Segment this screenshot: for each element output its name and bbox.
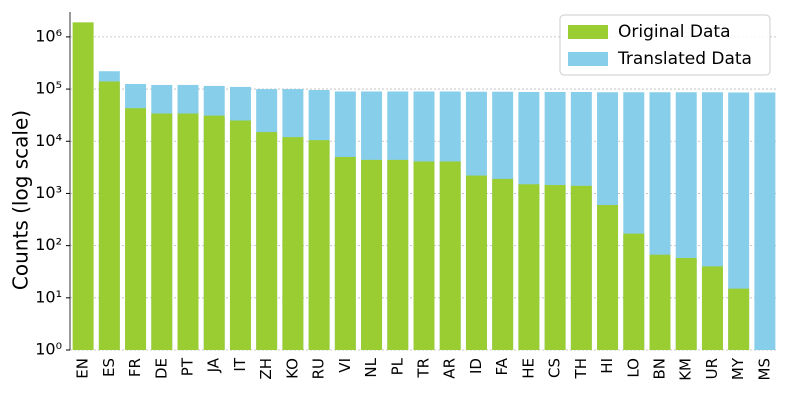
- bar: [649, 254, 671, 350]
- y-tick-label: 10³: [35, 183, 62, 202]
- legend-label: Translated Data: [617, 49, 752, 69]
- x-tick-label: ZH: [257, 358, 275, 380]
- bar: [754, 92, 776, 351]
- x-tick-label: MY: [729, 357, 747, 380]
- bar: [675, 257, 697, 350]
- x-tick-label: PT: [179, 357, 197, 376]
- bar: [256, 132, 278, 350]
- x-tick-label: HE: [519, 358, 537, 379]
- x-tick-label: FR: [126, 358, 144, 377]
- x-tick-label: IT: [231, 357, 249, 371]
- x-tick-label: RU: [310, 358, 328, 379]
- x-tick-label: ID: [467, 358, 485, 374]
- legend-label: Original Data: [618, 22, 731, 42]
- x-tick-label: PL: [388, 357, 406, 375]
- x-tick-label: LO: [624, 358, 642, 378]
- bar: [334, 156, 356, 350]
- y-tick-label: 10⁵: [35, 79, 62, 98]
- y-axis-label: Counts (log scale): [9, 110, 33, 290]
- legend-box: [559, 14, 771, 76]
- bar: [413, 161, 435, 350]
- bar: [361, 159, 383, 350]
- x-tick-label: FA: [493, 357, 511, 375]
- x-tick-label: KM: [677, 358, 695, 381]
- legend-swatch: [568, 52, 608, 66]
- x-tick-label: EN: [74, 358, 92, 379]
- bar: [728, 92, 750, 351]
- bar: [492, 178, 514, 350]
- bar: [597, 205, 619, 350]
- y-tick-label: 10¹: [35, 287, 62, 306]
- bar: [518, 184, 540, 350]
- x-tick-label: AR: [441, 358, 459, 379]
- bar: [387, 159, 409, 350]
- bar: [282, 137, 304, 350]
- x-tick-label: TH: [572, 358, 590, 379]
- legend-swatch: [568, 25, 608, 39]
- bar: [229, 120, 251, 350]
- bar: [544, 185, 566, 350]
- bar: [465, 175, 487, 350]
- bar: [98, 81, 120, 350]
- bar: [570, 185, 592, 350]
- x-tick-label: NL: [362, 357, 380, 377]
- x-tick-label: KO: [283, 358, 301, 379]
- bar: [203, 115, 225, 350]
- x-tick-label: DE: [152, 358, 170, 379]
- bar: [623, 233, 645, 350]
- bar: [177, 113, 199, 351]
- bar: [151, 113, 173, 351]
- x-tick-label: CS: [546, 358, 564, 378]
- bar: [728, 288, 750, 350]
- x-tick-label: ES: [100, 358, 118, 377]
- y-tick-label: 10²: [35, 235, 62, 254]
- bar: [308, 140, 330, 350]
- y-tick-label: 10⁶: [35, 26, 62, 45]
- x-tick-label: MS: [755, 358, 773, 380]
- x-tick-label: HI: [598, 358, 616, 374]
- bar: [439, 161, 461, 350]
- bar: [701, 266, 723, 350]
- x-tick-label: JA: [205, 357, 223, 373]
- bar: [72, 22, 94, 350]
- x-tick-label: VI: [336, 358, 354, 373]
- x-tick-label: BN: [651, 358, 669, 380]
- bar: [125, 108, 147, 350]
- x-tick-label: TR: [415, 358, 433, 379]
- y-tick-label: 10⁰: [35, 340, 62, 359]
- y-tick-label: 10⁴: [35, 131, 62, 150]
- x-tick-label: UR: [703, 358, 721, 379]
